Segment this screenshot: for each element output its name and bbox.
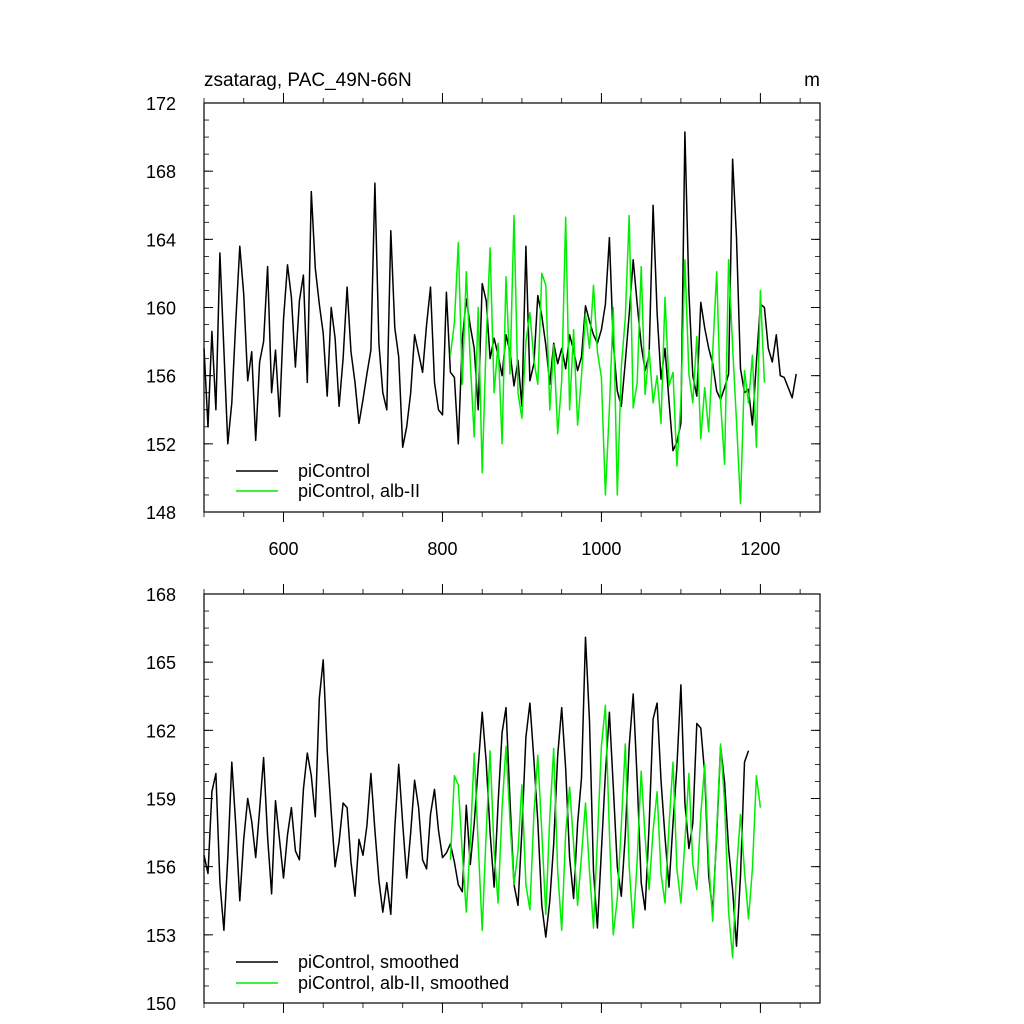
- y-tick-label: 148: [146, 503, 176, 523]
- chart-title: zsatarag, PAC_49N-66N: [204, 70, 412, 91]
- y-tick-label: 165: [146, 653, 176, 673]
- series-line-picontrol-alb-ii: [449, 214, 766, 505]
- bottom-panel-series: [203, 636, 762, 959]
- y-tick-label: 160: [146, 299, 176, 319]
- legend-label-picontrol-alb-ii: piControl, alb-II: [298, 481, 420, 501]
- x-tick-label: 800: [427, 539, 457, 559]
- y-tick-label: 159: [146, 790, 176, 810]
- y-tick-label: 152: [146, 435, 176, 455]
- top-panel: zsatarag, PAC_49N-66N m 148 152 156 160 164 1…: [146, 70, 821, 559]
- x-tick-label: 600: [268, 539, 298, 559]
- y-tick-label: 150: [146, 994, 176, 1014]
- y-tick-label: 164: [146, 230, 176, 250]
- y-tick-label: 156: [146, 367, 176, 387]
- legend-label-picontrol: piControl: [298, 461, 370, 481]
- units-label: m: [804, 70, 820, 91]
- y-tick-label: 172: [146, 94, 176, 114]
- series-line-picontrol: [203, 131, 797, 452]
- bottom-panel-axes: 150 153 156 159 162 165 168: [146, 584, 820, 1014]
- bottom-panel: 150 153 156 159 162 165 168 piControl, smoothe…: [146, 584, 821, 1014]
- legend-label-picontrol-alb-ii-smoothed: piControl, alb-II, smoothed: [298, 973, 509, 993]
- y-tick-label: 162: [146, 721, 176, 741]
- bottom-legend: piControl, smoothed piControl, alb-II, s…: [236, 952, 509, 993]
- legend-label-picontrol-smoothed: piControl, smoothed: [298, 952, 459, 972]
- x-tick-label: 1000: [581, 539, 621, 559]
- top-panel-frame: [203, 102, 821, 513]
- top-panel-series: [203, 131, 797, 505]
- bottom-panel-frame: [203, 593, 821, 1004]
- series-line-picontrol-alb-ii-smoothed: [449, 704, 762, 959]
- y-tick-label: 153: [146, 926, 176, 946]
- x-tick-label: 1200: [740, 539, 780, 559]
- top-legend: piControl piControl, alb-II: [236, 461, 420, 501]
- y-tick-label: 168: [146, 162, 176, 182]
- y-tick-label: 168: [146, 585, 176, 605]
- y-tick-label: 156: [146, 858, 176, 878]
